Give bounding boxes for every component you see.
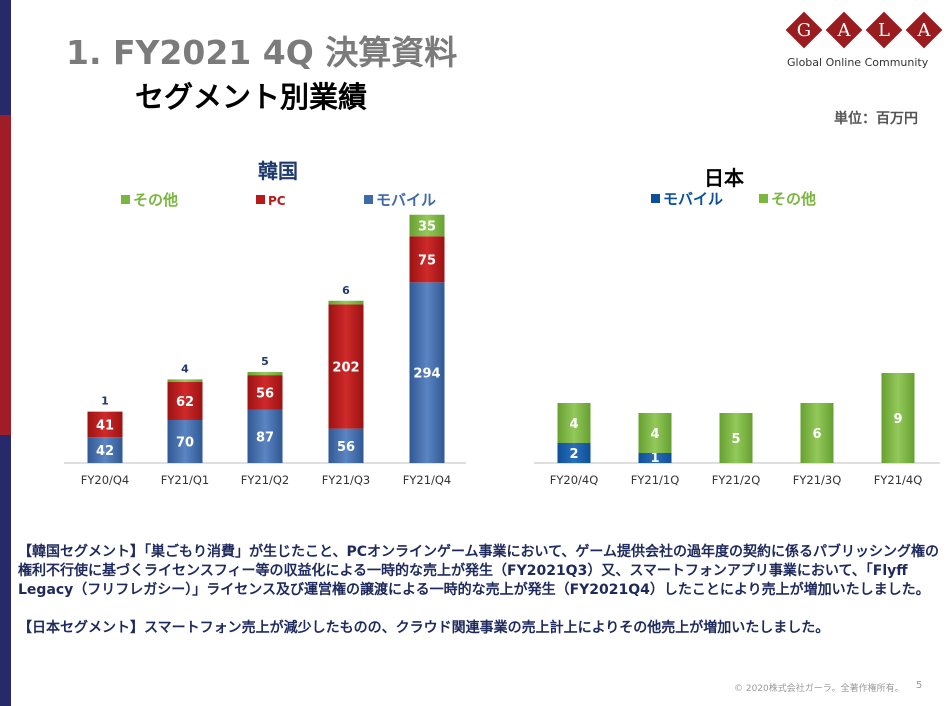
x-tick-label: FY21/Q1: [161, 473, 210, 487]
bar-segment: [247, 372, 283, 376]
bar-segment: [881, 373, 915, 463]
data-label: 4: [650, 427, 659, 442]
data-label: 75: [418, 253, 436, 268]
bar-segment: [247, 375, 283, 410]
legend-label: PC: [268, 194, 286, 208]
bar-segment: [638, 453, 672, 463]
legend-swatch: [121, 195, 130, 204]
bar-segment: [719, 413, 753, 463]
bar-segment: [167, 379, 203, 382]
x-tick-label: FY20/4Q: [550, 473, 599, 487]
bar-segment: [409, 214, 445, 237]
left-stripe-bottom: [0, 435, 11, 706]
logo-letter: A: [917, 20, 931, 41]
data-label: 5: [731, 432, 740, 447]
data-label: 202: [332, 361, 359, 376]
data-label: 2: [569, 447, 578, 462]
logo-letter: G: [796, 20, 812, 41]
page-number: 5: [916, 680, 923, 691]
gala-logo: G A L A Global Online Community: [783, 11, 943, 72]
x-tick-label: FY21/Q2: [241, 473, 290, 487]
data-label: 5: [261, 355, 269, 368]
data-label: 42: [96, 444, 114, 459]
page-title: 1. FY2021 4Q 決算資料: [66, 33, 458, 72]
bar-segment: [800, 403, 834, 463]
bar-segment: [328, 304, 364, 429]
legend-label: その他: [133, 191, 178, 209]
legend-swatch: [364, 195, 373, 204]
data-label: 56: [256, 386, 274, 401]
unit-label: 単位：百万円: [834, 111, 918, 127]
data-label: 9: [893, 412, 902, 427]
legend-label: モバイル: [663, 190, 723, 208]
legend-swatch: [759, 194, 768, 203]
data-label: 4: [569, 417, 578, 432]
footer-copyright: © 2020株式会社ガーラ。全著作権所有。: [734, 684, 904, 694]
data-label: 6: [812, 427, 821, 442]
chart-title: 日本: [704, 166, 744, 190]
data-label: 62: [176, 395, 194, 410]
bar-segment: [167, 419, 203, 463]
bar-segment: [247, 409, 283, 463]
data-label: 294: [413, 367, 440, 382]
data-label: 70: [176, 435, 194, 450]
bar-segment: [409, 236, 445, 283]
chart-title: 韓国: [258, 159, 298, 183]
logo-letter: A: [837, 20, 851, 41]
legend-swatch: [256, 195, 265, 204]
bar-segment: [557, 443, 591, 463]
data-label: 41: [96, 419, 114, 434]
data-label: 1: [101, 394, 109, 407]
data-label: 35: [418, 219, 436, 234]
bar-segment: [87, 437, 123, 463]
bar-segment: [557, 403, 591, 443]
commentary-japan: 【日本セグメント】スマートフォン売上が減少したものの、クラウド関連事業の売上計上…: [18, 620, 830, 636]
data-label: 1: [650, 451, 659, 466]
x-tick-label: FY21/3Q: [793, 473, 842, 487]
bar-segment: [87, 411, 123, 438]
bar-segment: [328, 300, 364, 305]
commentary: 【韓国セグメント】「巣ごもり消費」が生じたこと、PCオンラインゲーム事業において…: [18, 543, 943, 638]
legend-label: モバイル: [376, 191, 436, 209]
x-tick-label: FY21/4Q: [874, 473, 923, 487]
x-tick-label: FY21/1Q: [631, 473, 680, 487]
data-label: 4: [181, 362, 189, 375]
x-tick-label: FY20/Q4: [81, 473, 130, 487]
bar-segment: [638, 413, 672, 453]
legend-swatch: [651, 194, 660, 203]
data-label: 87: [256, 430, 274, 445]
commentary-korea: 【韓国セグメント】「巣ごもり消費」が生じたこと、PCオンラインゲーム事業において…: [18, 544, 940, 598]
bar-segment: [167, 381, 203, 420]
data-label: 56: [337, 440, 355, 455]
bar-segment: [87, 411, 123, 412]
page-subtitle: セグメント別業績: [135, 80, 368, 114]
logo-letter: L: [878, 20, 890, 41]
bar-segment: [409, 282, 445, 463]
x-tick-label: FY21/2Q: [712, 473, 761, 487]
x-tick-label: FY21/Q3: [322, 473, 371, 487]
left-stripe-middle: [0, 115, 11, 435]
x-tick-label: FY21/Q4: [403, 473, 452, 487]
bar-segment: [328, 428, 364, 463]
left-stripe-top: [0, 0, 11, 115]
data-label: 6: [342, 284, 350, 297]
legend-label: その他: [771, 190, 816, 208]
logo-tagline: Global Online Community: [787, 56, 929, 69]
